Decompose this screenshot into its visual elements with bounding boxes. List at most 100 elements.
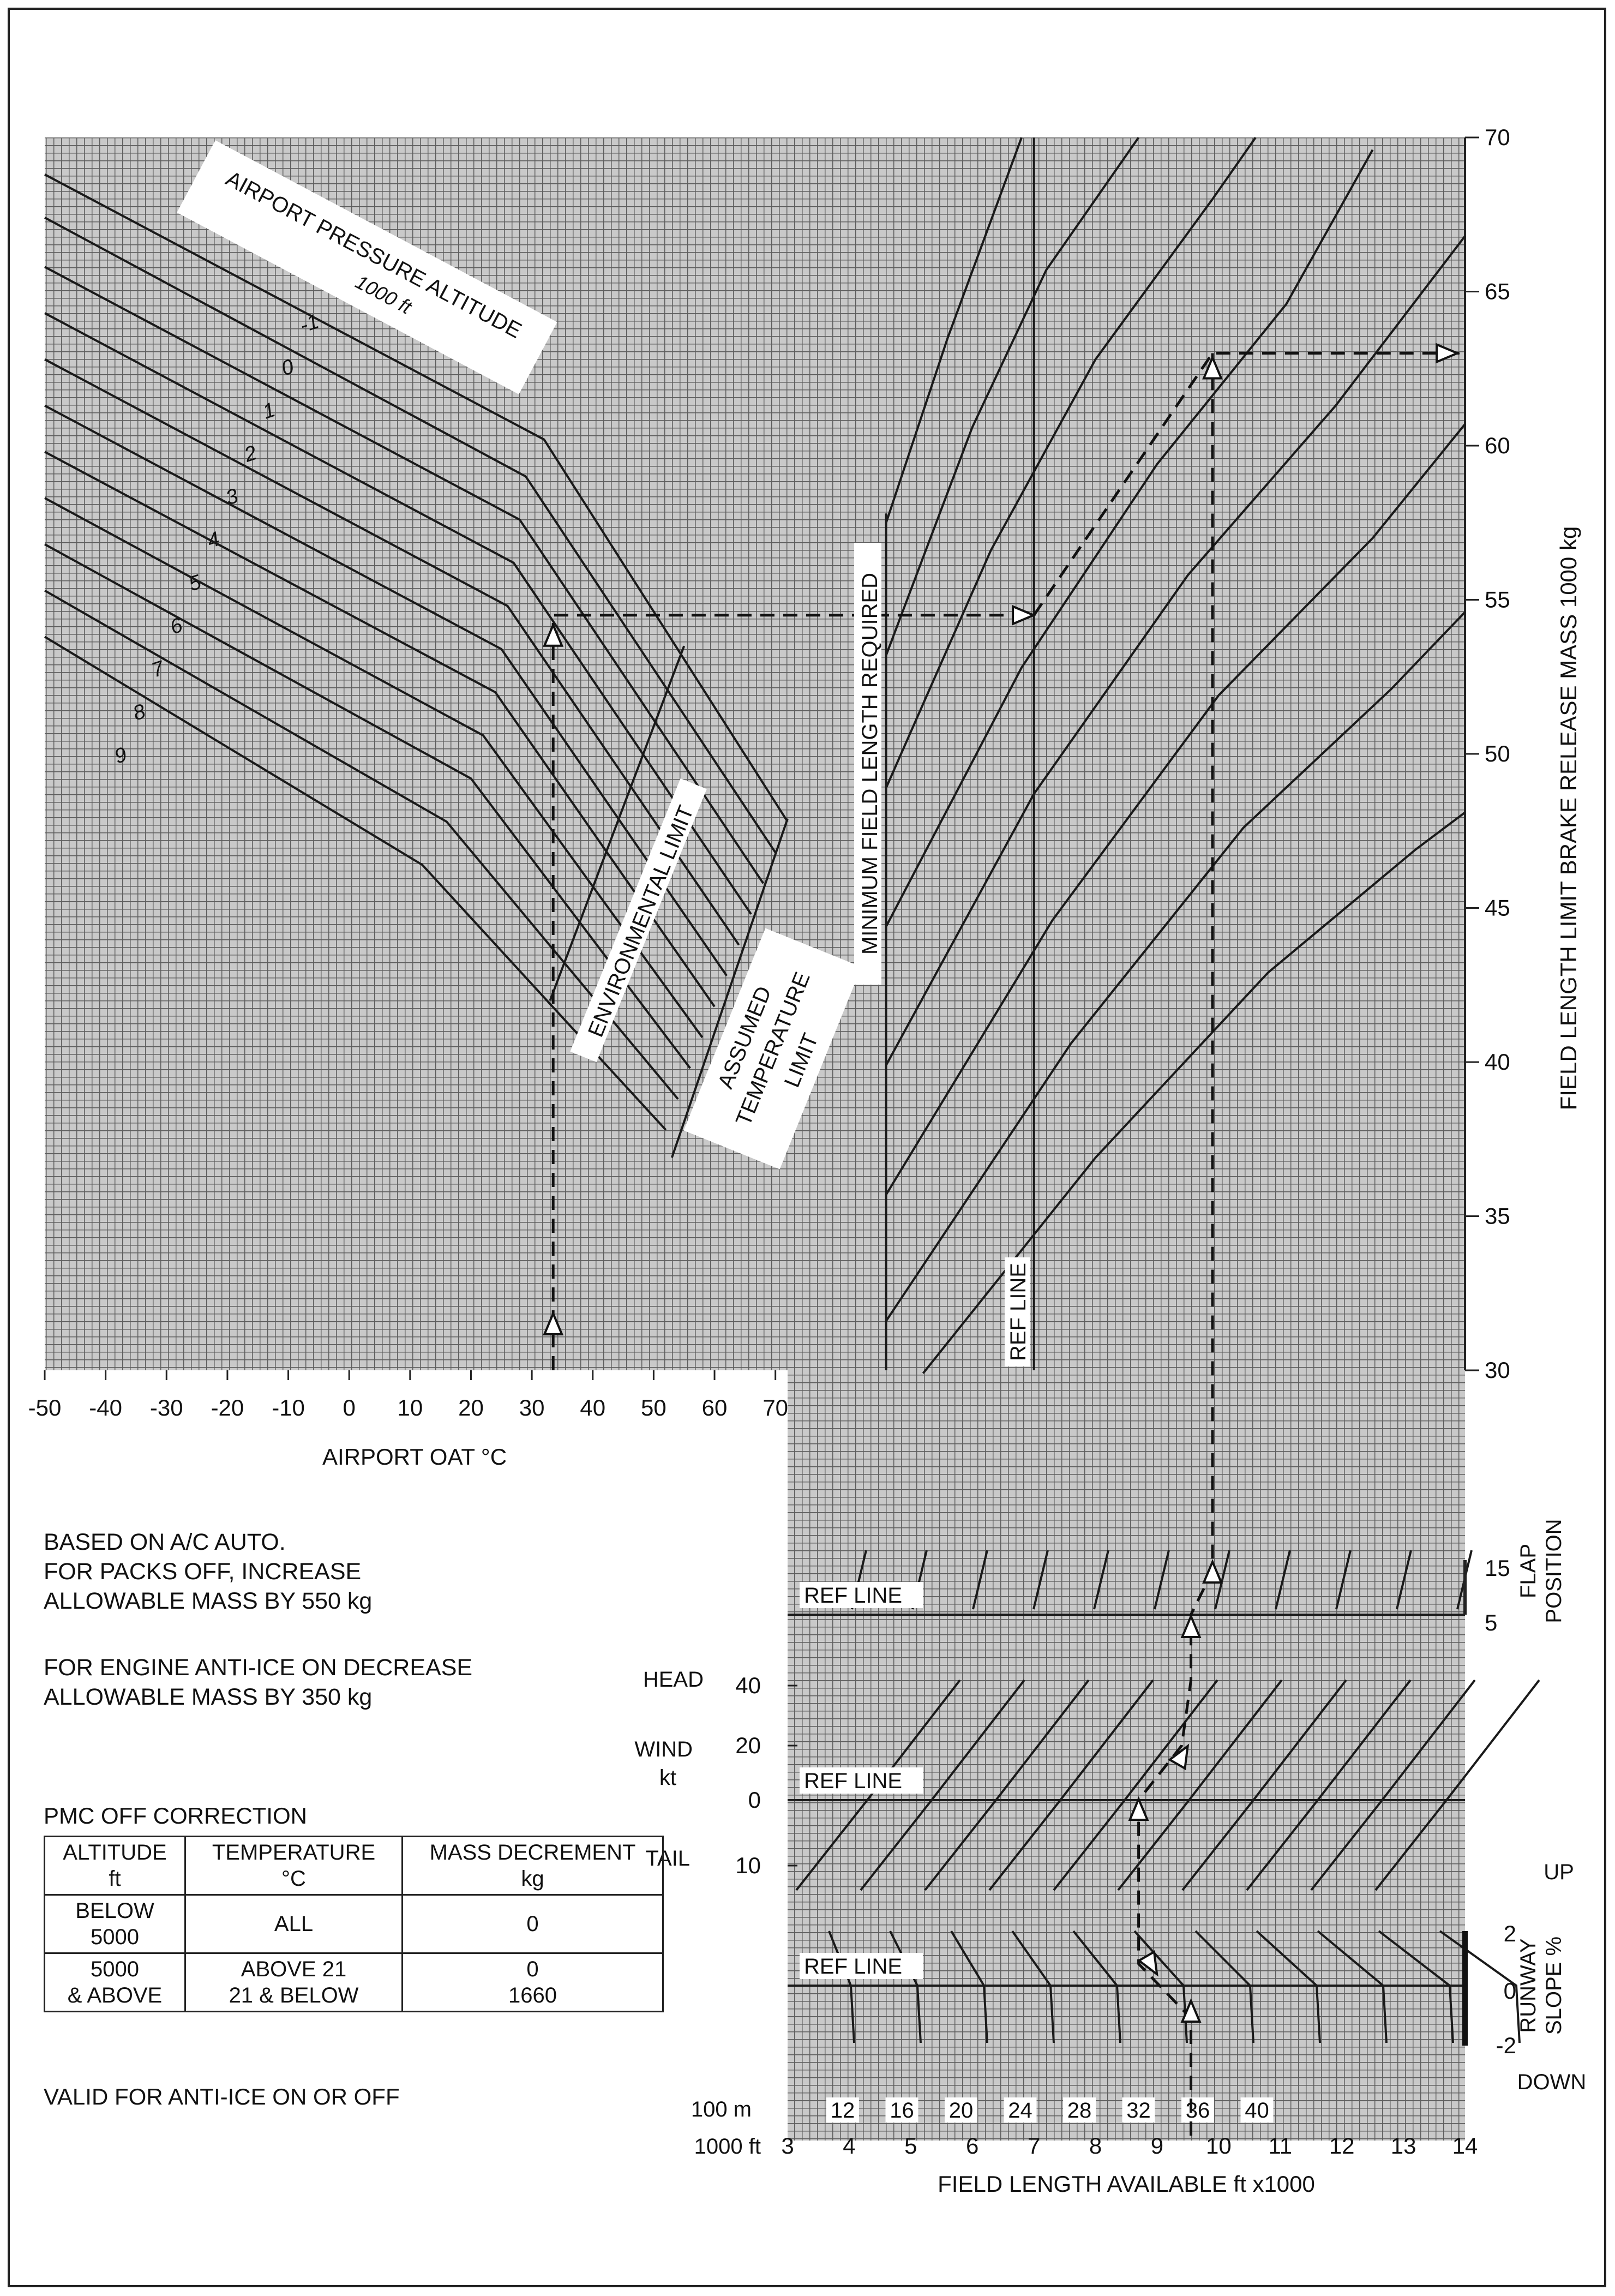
pmc-row-2: 5000 & ABOVE ABOVE 21 21 & BELOW 0 1660	[44, 1952, 664, 2012]
oat-tick-label: 10	[397, 1395, 423, 1420]
m-tick-label: 28	[1067, 2099, 1092, 2123]
example-path-corrections	[1137, 353, 1214, 2141]
m-tick-label: 40	[1245, 2099, 1269, 2123]
wind-label: WIND	[634, 1737, 693, 1761]
slope-correction-line	[950, 1930, 988, 2043]
example-path-mass	[1032, 352, 1465, 616]
mass-axis-label: FIELD LENGTH LIMIT BRAKE RELEASE MASS 10…	[1556, 526, 1581, 1111]
temperature-grid	[45, 137, 799, 1370]
ft-tick-label: 3	[781, 2133, 794, 2159]
oat-tick-label: 50	[641, 1395, 667, 1420]
flap-correction-line	[972, 1550, 988, 1610]
pmc-header-temperature: TEMPERATURE °C	[184, 1836, 403, 1896]
m-tick-bg	[945, 2097, 977, 2123]
flap-correction-line	[1032, 1550, 1049, 1610]
oat-tick-label: 70	[763, 1395, 788, 1420]
example-path	[543, 343, 1465, 2141]
field-length-curve	[885, 611, 1466, 1322]
slope-correction-line	[1133, 1930, 1188, 2043]
ref-line-label: REF LINE	[804, 1955, 902, 1979]
slope-correction-line	[889, 1931, 922, 2043]
arrow-entry-up	[543, 622, 564, 647]
m-tick-bg	[1181, 2097, 1214, 2123]
oat-axis-label: AIRPORT OAT °C	[322, 1444, 507, 1470]
ft-tick-label: 14	[1452, 2133, 1478, 2159]
mass-tick-label: 60	[1485, 433, 1510, 458]
field-length-curve	[885, 423, 1466, 1195]
mass-tick-label: 65	[1485, 279, 1510, 304]
flap-correction-line	[1093, 1550, 1109, 1610]
mass-tick-label: 50	[1485, 741, 1510, 766]
mass-tick-label: 55	[1485, 587, 1510, 613]
ref-line-label-bg	[800, 1582, 923, 1608]
arrow-wind	[1168, 1743, 1190, 1771]
wind-correction-line	[1181, 1679, 1347, 1891]
oat-tick-label: -30	[150, 1395, 183, 1420]
pmc-table: ALTITUDE ft TEMPERATURE °C MASS DECREMENT k…	[44, 1836, 664, 2012]
arrow-wind-ref	[1128, 1796, 1149, 1821]
arrow-result-right	[1436, 343, 1461, 364]
field-length-curve	[885, 235, 1466, 1066]
ft-tick-label: 9	[1151, 2133, 1163, 2159]
mass-tick-label: 30	[1485, 1357, 1510, 1383]
assumed-temperature-limit-label: ASSUMED TEMPERATURE LIMIT	[683, 928, 862, 1170]
ft-tick-label: 10	[1206, 2133, 1232, 2159]
oat-tick-label: -10	[272, 1395, 305, 1420]
slope-correction-line	[1317, 1930, 1388, 2043]
wind-correction-line	[1117, 1679, 1283, 1891]
pmc-header-mass: MASS DECREMENT kg	[401, 1836, 664, 1896]
wind-correction-line	[1246, 1679, 1412, 1891]
oat-tick-label: 20	[458, 1395, 484, 1420]
ft-tick-label: 12	[1329, 2133, 1355, 2159]
pmc-row1-temperature: ALL	[184, 1894, 403, 1954]
m-tick-bg	[1122, 2097, 1155, 2123]
arrow-slope	[1137, 1950, 1158, 1977]
corrections-grid	[788, 1370, 1465, 2141]
altitude-curve-1	[44, 266, 765, 884]
m-tick-label: 32	[1126, 2099, 1151, 2123]
pmc-row1-altitude: BELOW 5000	[44, 1894, 186, 1954]
field-length-grid	[799, 137, 1465, 1370]
ft-tick-label: 4	[843, 2133, 855, 2159]
wind-correction-line	[860, 1679, 1025, 1891]
wind-tick-label: 40	[735, 1672, 761, 1698]
field-length-curve	[885, 149, 1374, 927]
note-line-4: FOR ENGINE ANTI-ICE ON DECREASE	[44, 1654, 473, 1681]
note-line-3: ALLOWABLE MASS BY 550 kg	[44, 1588, 373, 1614]
ft-tick-label: 5	[904, 2133, 917, 2159]
slope-percent-label: SLOPE %	[1542, 1937, 1566, 2035]
slope-tick-label: 2	[1504, 1921, 1516, 1946]
field-length-available-label: FIELD LENGTH AVAILABLE ft x1000	[938, 2171, 1315, 2197]
oat-tick-label: 60	[702, 1395, 728, 1420]
flap-label: FLAP	[1516, 1544, 1540, 1598]
pmc-row-1: BELOW 5000 ALL 0	[44, 1894, 664, 1954]
m-tick-label: 20	[949, 2099, 974, 2123]
note-line-5: ALLOWABLE MASS BY 350 kg	[44, 1684, 373, 1710]
ref-line-label: REF LINE	[804, 1769, 902, 1793]
flap-correction-line	[1214, 1550, 1230, 1610]
m-tick-bg	[1240, 2097, 1274, 2123]
field-length-curve	[885, 136, 1140, 656]
ref-line-vertical-text: REF LINE	[1006, 1263, 1030, 1361]
ref-line-vertical-label: REF LINE	[1005, 1257, 1030, 1366]
arrow-to-ref	[1012, 604, 1037, 626]
arrow-mass-up	[1202, 355, 1223, 380]
field-length-curve	[885, 136, 1257, 788]
arrow-slope-ref	[1180, 1998, 1202, 2023]
oat-tick-label: 30	[519, 1395, 545, 1420]
slope-correction-line	[1378, 1930, 1454, 2043]
pmc-footer: VALID FOR ANTI-ICE ON OR OFF	[44, 2084, 400, 2109]
wind-head-label: HEAD	[643, 1668, 704, 1692]
field-length-curve	[922, 811, 1466, 1374]
slope-correction-line	[1072, 1930, 1121, 2043]
altitude-curve-0	[44, 217, 777, 853]
slope-correction-line	[1011, 1930, 1055, 2043]
flap-correction-line	[1396, 1550, 1412, 1610]
assumed-limit-line	[670, 818, 789, 1158]
pmc-header-altitude: ALTITUDE ft	[44, 1836, 186, 1896]
flap-position-label: POSITION	[1542, 1519, 1566, 1623]
ref-line-label: REF LINE	[804, 1584, 902, 1608]
m-tick-bg	[885, 2097, 918, 2123]
altitude-curve-2	[44, 312, 752, 915]
